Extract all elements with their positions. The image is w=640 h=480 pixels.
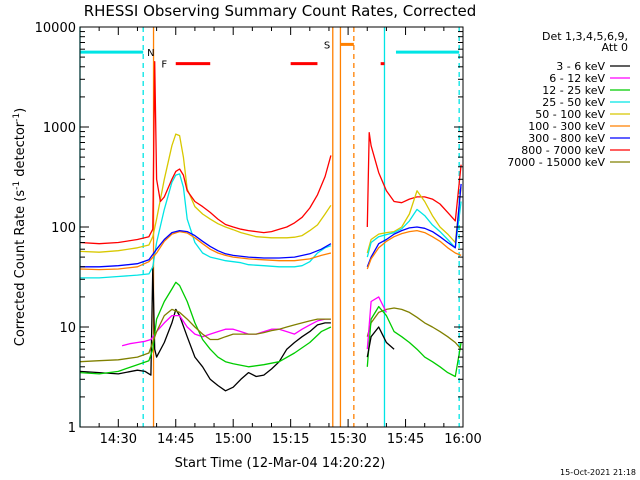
series-line (79, 281, 332, 375)
plot-frame (79, 26, 464, 428)
series-line (79, 133, 332, 253)
series-line-after-gap (366, 201, 462, 258)
series-line-after-gap (366, 296, 387, 350)
x-tick-label: 15:15 (272, 432, 309, 447)
series-line-after-gap (366, 307, 462, 350)
legend-entry-label: 7000 - 15000 keV (507, 156, 605, 169)
series-line (79, 308, 331, 363)
legend-entry-label: 100 - 300 keV (528, 120, 605, 133)
legend-entry-label: 6 - 12 keV (549, 72, 605, 85)
series-line-after-gap (366, 305, 462, 378)
legend-header-line: Det 1,3,4,5,6,9, (542, 30, 628, 43)
legend-header-line: Att 0 (602, 41, 628, 54)
chart-title: RHESSI Observing Summary Count Rates, Co… (84, 2, 477, 20)
y-axis: 1 10 100 1000 10000 (35, 21, 463, 436)
series-line (80, 173, 332, 279)
x-tick-label: 15:30 (329, 432, 366, 447)
flag-label: N (147, 48, 154, 59)
series-line-after-gap (366, 187, 462, 254)
y-axis-label-part: ) (13, 108, 28, 113)
series-line-after-gap (366, 326, 395, 358)
legend-entry-label: 300 - 800 keV (528, 132, 605, 145)
legend-entry-label: 50 - 100 keV (535, 108, 605, 121)
y-axis-label-sup: -1 (12, 113, 22, 122)
series-line (79, 230, 332, 271)
x-tick-label: 15:00 (214, 432, 251, 447)
legend-entry-label: 12 - 25 keV (542, 84, 605, 97)
series-line (79, 266, 331, 392)
series-line-after-gap (366, 183, 462, 268)
legend-entry-label: 25 - 50 keV (542, 96, 605, 109)
x-tick-label: 14:30 (100, 432, 137, 447)
series-line-after-gap (366, 131, 462, 228)
x-tick-label: 14:45 (157, 432, 194, 447)
series-line-after-gap (366, 229, 462, 270)
y-tick-label: 10 (59, 321, 76, 336)
y-axis-label-sup: -1 (12, 181, 22, 190)
x-axis-label: Start Time (12-Mar-04 14:20:22) (175, 456, 386, 471)
series-line (80, 229, 332, 268)
generated-timestamp: 15-Oct-2021 21:18 (560, 468, 636, 477)
y-tick-label: 100 (51, 221, 76, 236)
y-tick-label: 1000 (43, 121, 76, 136)
x-tick-label: 15:45 (387, 432, 424, 447)
flag-label: F (161, 60, 167, 71)
plot-marks: NF S (79, 27, 462, 427)
x-axis: 14:30 14:45 15:00 15:15 15:30 15:45 16:00 (98, 27, 482, 447)
x-tick-label: 16:00 (444, 432, 481, 447)
y-tick-label: 1 (68, 421, 76, 436)
y-axis-label: Corrected Count Rate (s-1 detector-1) (12, 108, 28, 346)
y-axis-label-part: detector (13, 121, 28, 181)
series-line (79, 61, 332, 245)
legend-entry-label: 3 - 6 keV (556, 60, 605, 73)
y-tick-label: 10000 (35, 21, 76, 36)
legend-entry-label: 800 - 7000 keV (521, 144, 605, 157)
flag-label: S (324, 40, 330, 51)
y-axis-label-part: Corrected Count Rate (s (13, 190, 28, 347)
